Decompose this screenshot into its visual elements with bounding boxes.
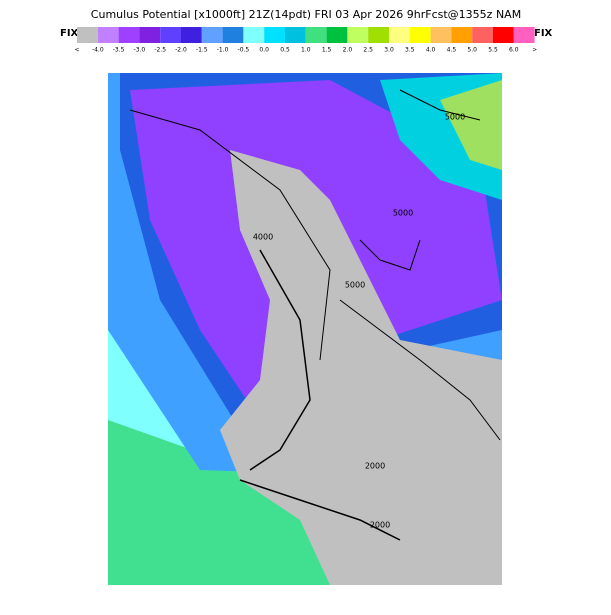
legend-swatch: [409, 27, 431, 43]
legend-label: 2.0: [343, 47, 353, 54]
legend-label: 5.0: [467, 47, 477, 54]
contour: [339, 299, 501, 441]
legend-label: 4.5: [447, 47, 457, 54]
legend-label: -2.5: [154, 47, 166, 54]
legend-swatch: [389, 27, 410, 43]
legend-label: -2.0: [175, 47, 187, 54]
legend-swatch: [430, 27, 452, 43]
legend-swatch: [77, 27, 98, 43]
legend-swatch: [305, 27, 327, 43]
legend-swatch: [368, 27, 389, 43]
contour-label: 2000: [365, 462, 385, 471]
legend-swatch: [326, 27, 348, 43]
legend-swatch: [201, 27, 223, 43]
title: Cumulus Potential [x1000ft] 21Z(14pdt) F…: [91, 8, 521, 21]
contour-label: 4000: [253, 233, 273, 242]
legend-swatch: [139, 27, 161, 43]
legend-label: 4.0: [426, 47, 436, 54]
legend-label: 1.0: [301, 47, 311, 54]
legend-swatch: [97, 27, 119, 43]
legend-label: 0.5: [280, 47, 290, 54]
legend-swatch: [222, 27, 244, 43]
legend-label: -1.5: [196, 47, 208, 54]
legend-label: 3.0: [384, 47, 394, 54]
legend-swatch: [181, 27, 202, 43]
contour-label: 5000: [345, 281, 365, 290]
legend-label: >: [532, 47, 537, 54]
contour-label: 5000: [445, 113, 465, 122]
legend-label: -0.5: [238, 47, 250, 54]
legend-swatch: [118, 27, 140, 43]
legend-label: 6.0: [509, 47, 519, 54]
legend-swatch: [493, 27, 514, 43]
contour: [129, 109, 331, 361]
contour-label: 5000: [393, 209, 413, 218]
contour: [399, 89, 481, 121]
legend-swatch: [472, 27, 493, 43]
legend: < -4.0 -3.5 -3.0 -2.5 -2.0 -1.5 -1.0 -0.5 0.0 0.5 1…: [74, 27, 537, 54]
legend-label: -3.0: [134, 47, 146, 54]
legend-label: -4.0: [92, 47, 104, 54]
fix-label: FIX: [60, 28, 79, 39]
legend-swatch: [451, 27, 473, 43]
legend-label: -3.5: [113, 47, 125, 54]
legend-swatch: [243, 27, 265, 43]
legend-label: 3.5: [405, 47, 415, 54]
legend-label: 5.5: [488, 47, 498, 54]
contour: [359, 239, 421, 271]
contour: [249, 249, 311, 471]
fix-label: FIX: [534, 28, 553, 39]
legend-swatch: [347, 27, 369, 43]
map-region: [440, 80, 502, 170]
legend-swatch: [513, 27, 535, 43]
legend-label: 0.0: [259, 47, 269, 54]
legend-swatch: [160, 27, 181, 43]
contour-label: 2000: [370, 521, 390, 530]
map: [108, 73, 502, 585]
legend-swatch: [285, 27, 306, 43]
legend-label: -1.0: [217, 47, 229, 54]
contour: [239, 479, 401, 541]
legend-swatch: [264, 27, 285, 43]
legend-label: <: [74, 47, 79, 54]
legend-label: 2.5: [363, 47, 373, 54]
contour-labels: 5000 5000 5000 2000 2000 4000: [253, 113, 465, 530]
legend-label: 1.5: [322, 47, 332, 54]
map-land: [220, 150, 502, 585]
